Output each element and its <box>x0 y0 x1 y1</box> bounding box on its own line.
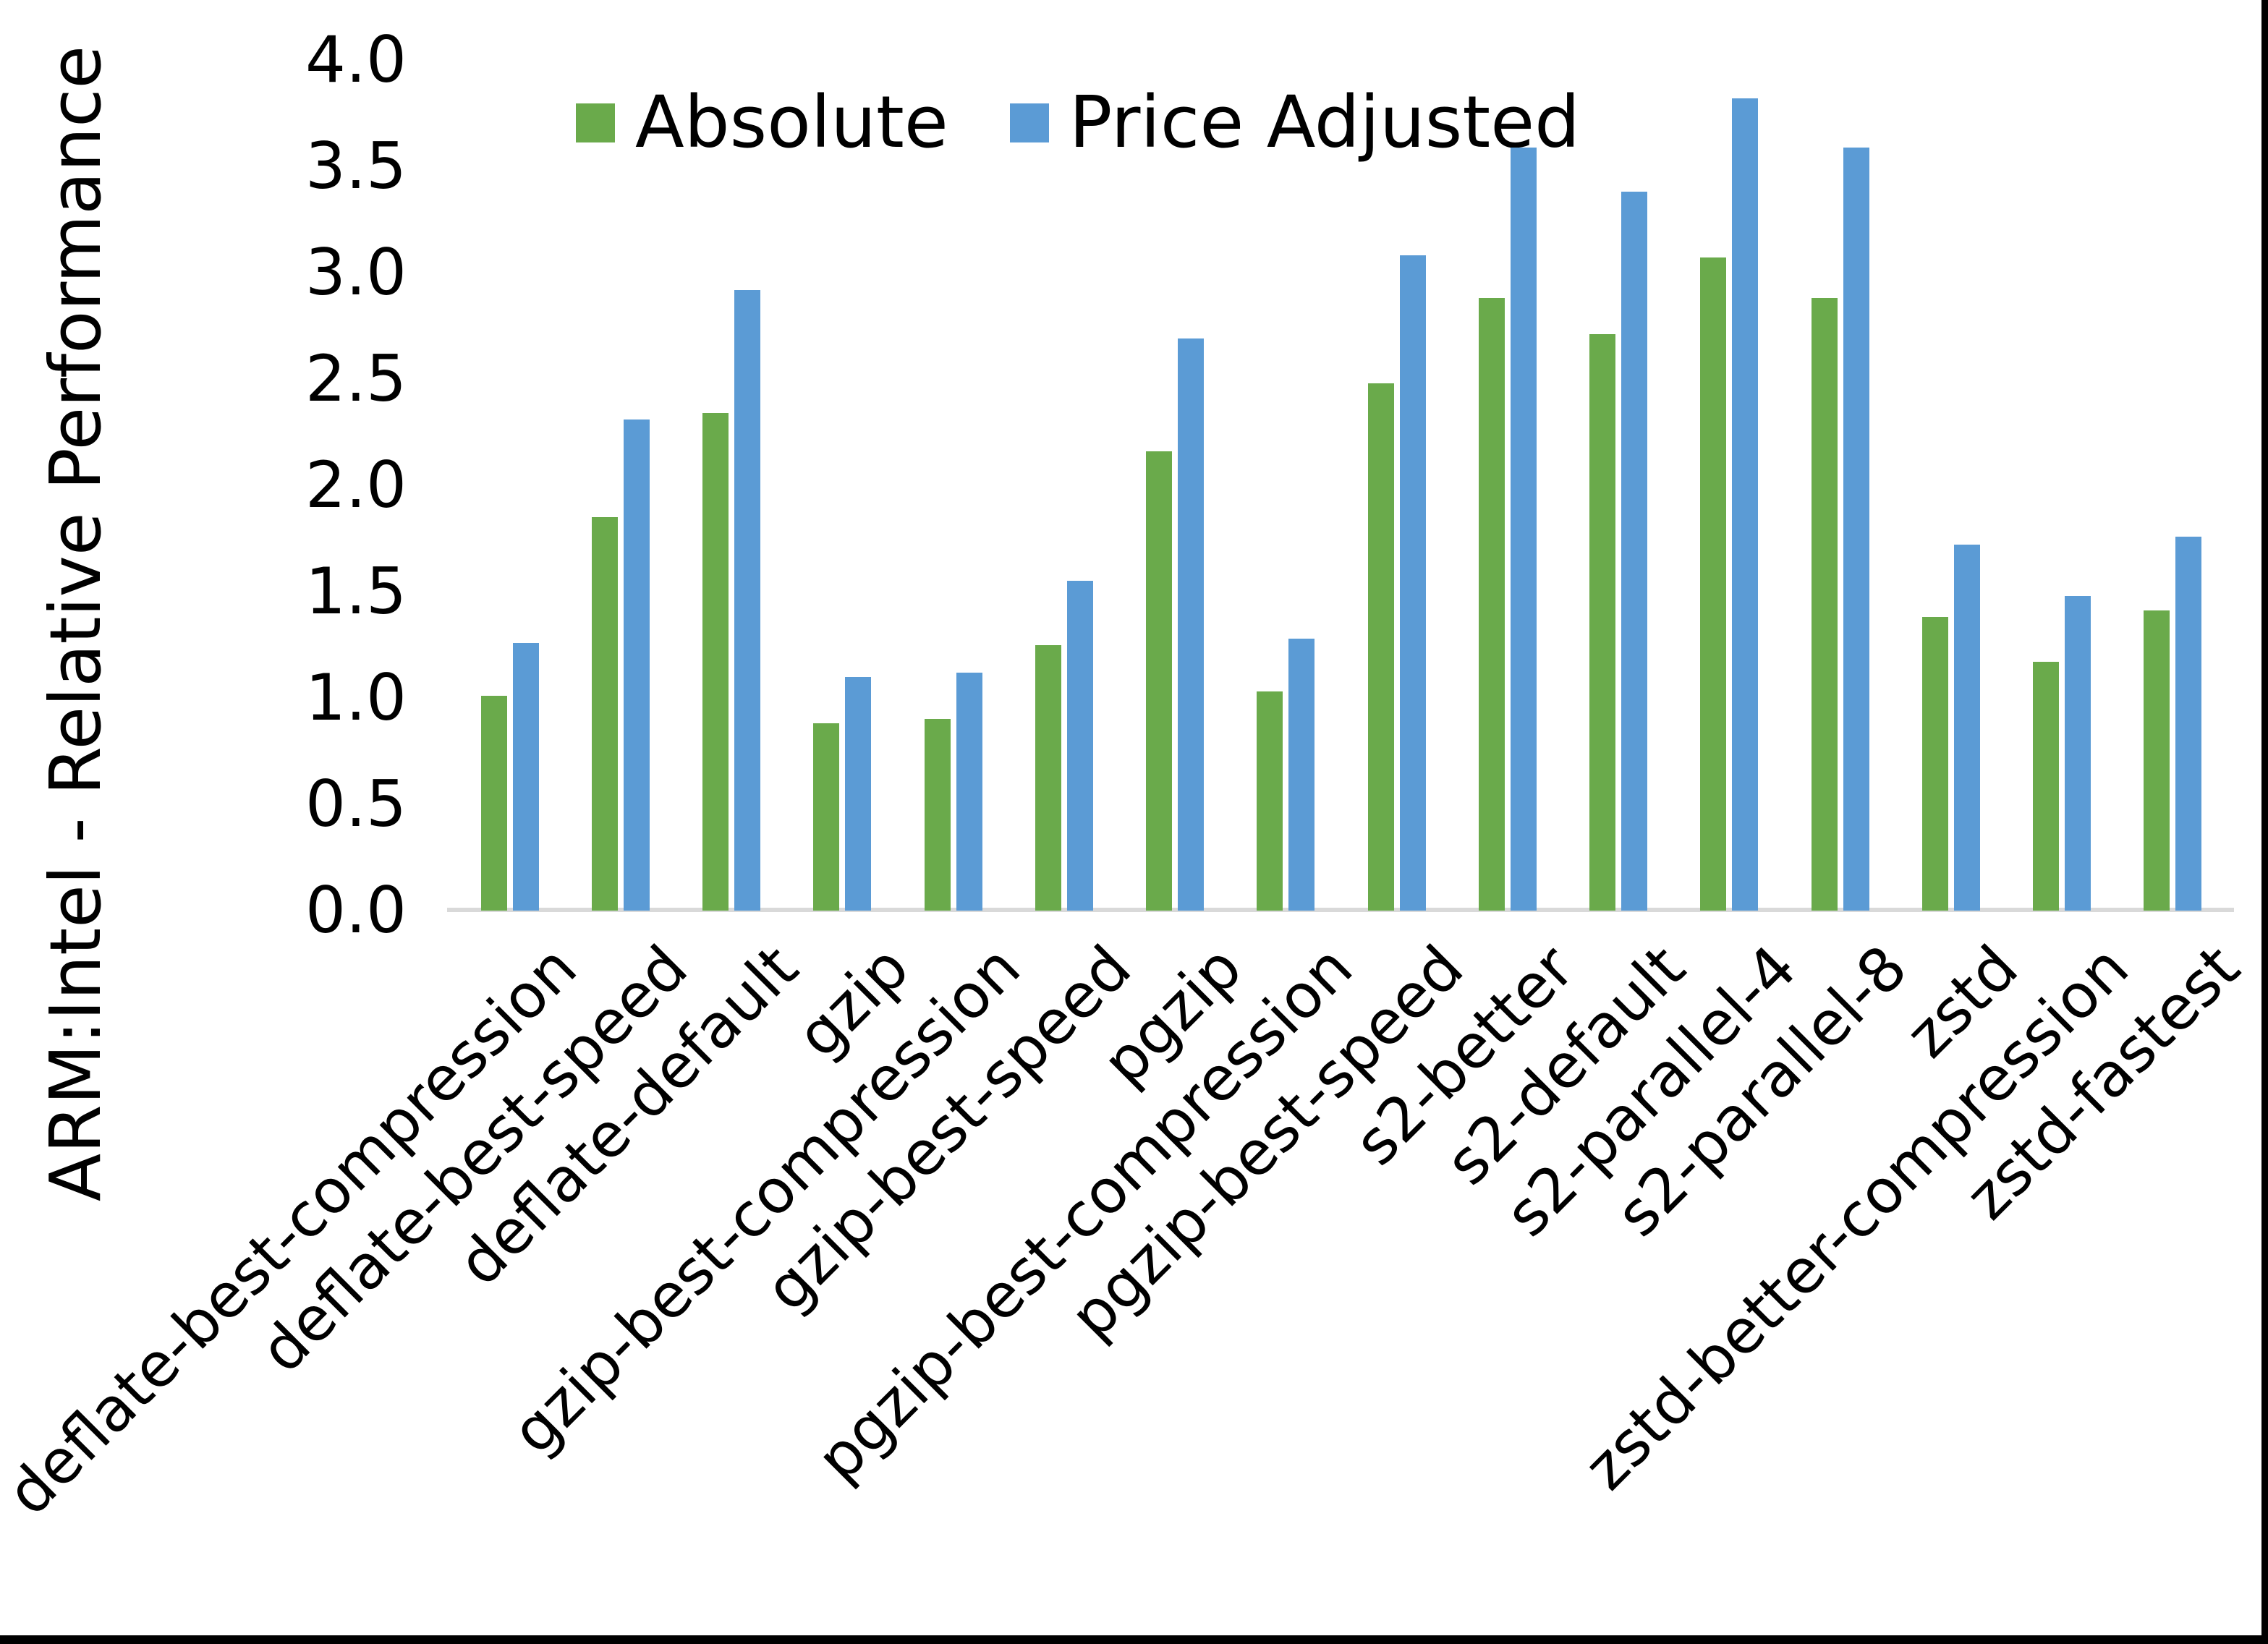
y-tick-label: 2.0 <box>305 448 407 522</box>
bar-absolute-pgzip-best-compression <box>1257 691 1283 911</box>
bar-price-adjusted-pgzip-best-speed <box>1399 255 1426 911</box>
bar-absolute-gzip-best-speed <box>1035 644 1061 911</box>
y-tick-label: 1.0 <box>305 660 407 735</box>
y-tick-label: 1.5 <box>305 554 407 629</box>
legend-item-price-adjusted: Price Adjusted <box>1009 81 1580 164</box>
bar-absolute-gzip <box>813 723 840 911</box>
bar-price-adjusted-deflate-best-compression <box>512 642 539 911</box>
bar-price-adjusted-zstd <box>1953 545 1980 911</box>
bar-price-adjusted-zstd-fastest <box>2175 536 2202 911</box>
bar-absolute-deflate-best-speed <box>591 517 618 911</box>
bar-price-adjusted-gzip <box>845 676 872 911</box>
bar-price-adjusted-gzip-best-speed <box>1066 581 1093 911</box>
bar-absolute-deflate-default <box>702 413 729 911</box>
bar-absolute-zstd <box>1921 617 1948 911</box>
bar-absolute-pgzip <box>1146 451 1173 911</box>
chart-legend: Absolute Price Adjusted <box>0 87 2156 158</box>
y-tick-label: 0.0 <box>305 873 407 947</box>
y-tick-label: 2.5 <box>305 341 407 416</box>
bar-price-adjusted-s2-default <box>1621 192 1648 911</box>
y-tick-label: 3.5 <box>305 129 407 203</box>
bar-absolute-deflate-best-compression <box>480 696 507 911</box>
bar-absolute-zstd-fastest <box>2144 610 2170 911</box>
bar-absolute-gzip-best-compression <box>924 719 951 911</box>
bar-absolute-pgzip-best-speed <box>1367 383 1394 911</box>
bar-absolute-s2-parallel-4 <box>1700 257 1727 911</box>
bar-absolute-s2-parallel-8 <box>1811 298 1838 911</box>
bar-absolute-zstd-better-compression <box>2033 662 2060 911</box>
bar-price-adjusted-deflate-default <box>734 289 761 911</box>
legend-label-absolute: Absolute <box>635 81 948 164</box>
y-tick-label: 0.5 <box>305 767 407 841</box>
x-axis-line <box>447 908 2234 912</box>
y-tick-label: 3.0 <box>305 235 407 310</box>
bar-absolute-s2-default <box>1589 334 1616 911</box>
legend-item-absolute: Absolute <box>576 87 948 158</box>
bar-price-adjusted-s2-parallel-4 <box>1732 98 1759 911</box>
bar-price-adjusted-zstd-better-compression <box>2065 595 2091 911</box>
y-tick-label: 4.0 <box>305 22 407 97</box>
price-adjusted-series-swatch-icon <box>1009 103 1049 142</box>
bar-price-adjusted-s2-better <box>1510 147 1537 911</box>
bar-absolute-s2-better <box>1478 298 1505 911</box>
screenshot-right-border <box>2261 0 2268 1644</box>
legend-label-price-adjusted: Price Adjusted <box>1069 81 1580 164</box>
bar-price-adjusted-pgzip <box>1178 338 1205 911</box>
screenshot-bottom-border <box>0 1635 2268 1644</box>
absolute-series-swatch-icon <box>576 103 616 142</box>
bar-price-adjusted-s2-parallel-8 <box>1843 147 1869 911</box>
bar-price-adjusted-deflate-best-speed <box>623 419 650 911</box>
bar-price-adjusted-pgzip-best-compression <box>1288 638 1315 911</box>
bar-price-adjusted-gzip-best-compression <box>956 672 982 911</box>
